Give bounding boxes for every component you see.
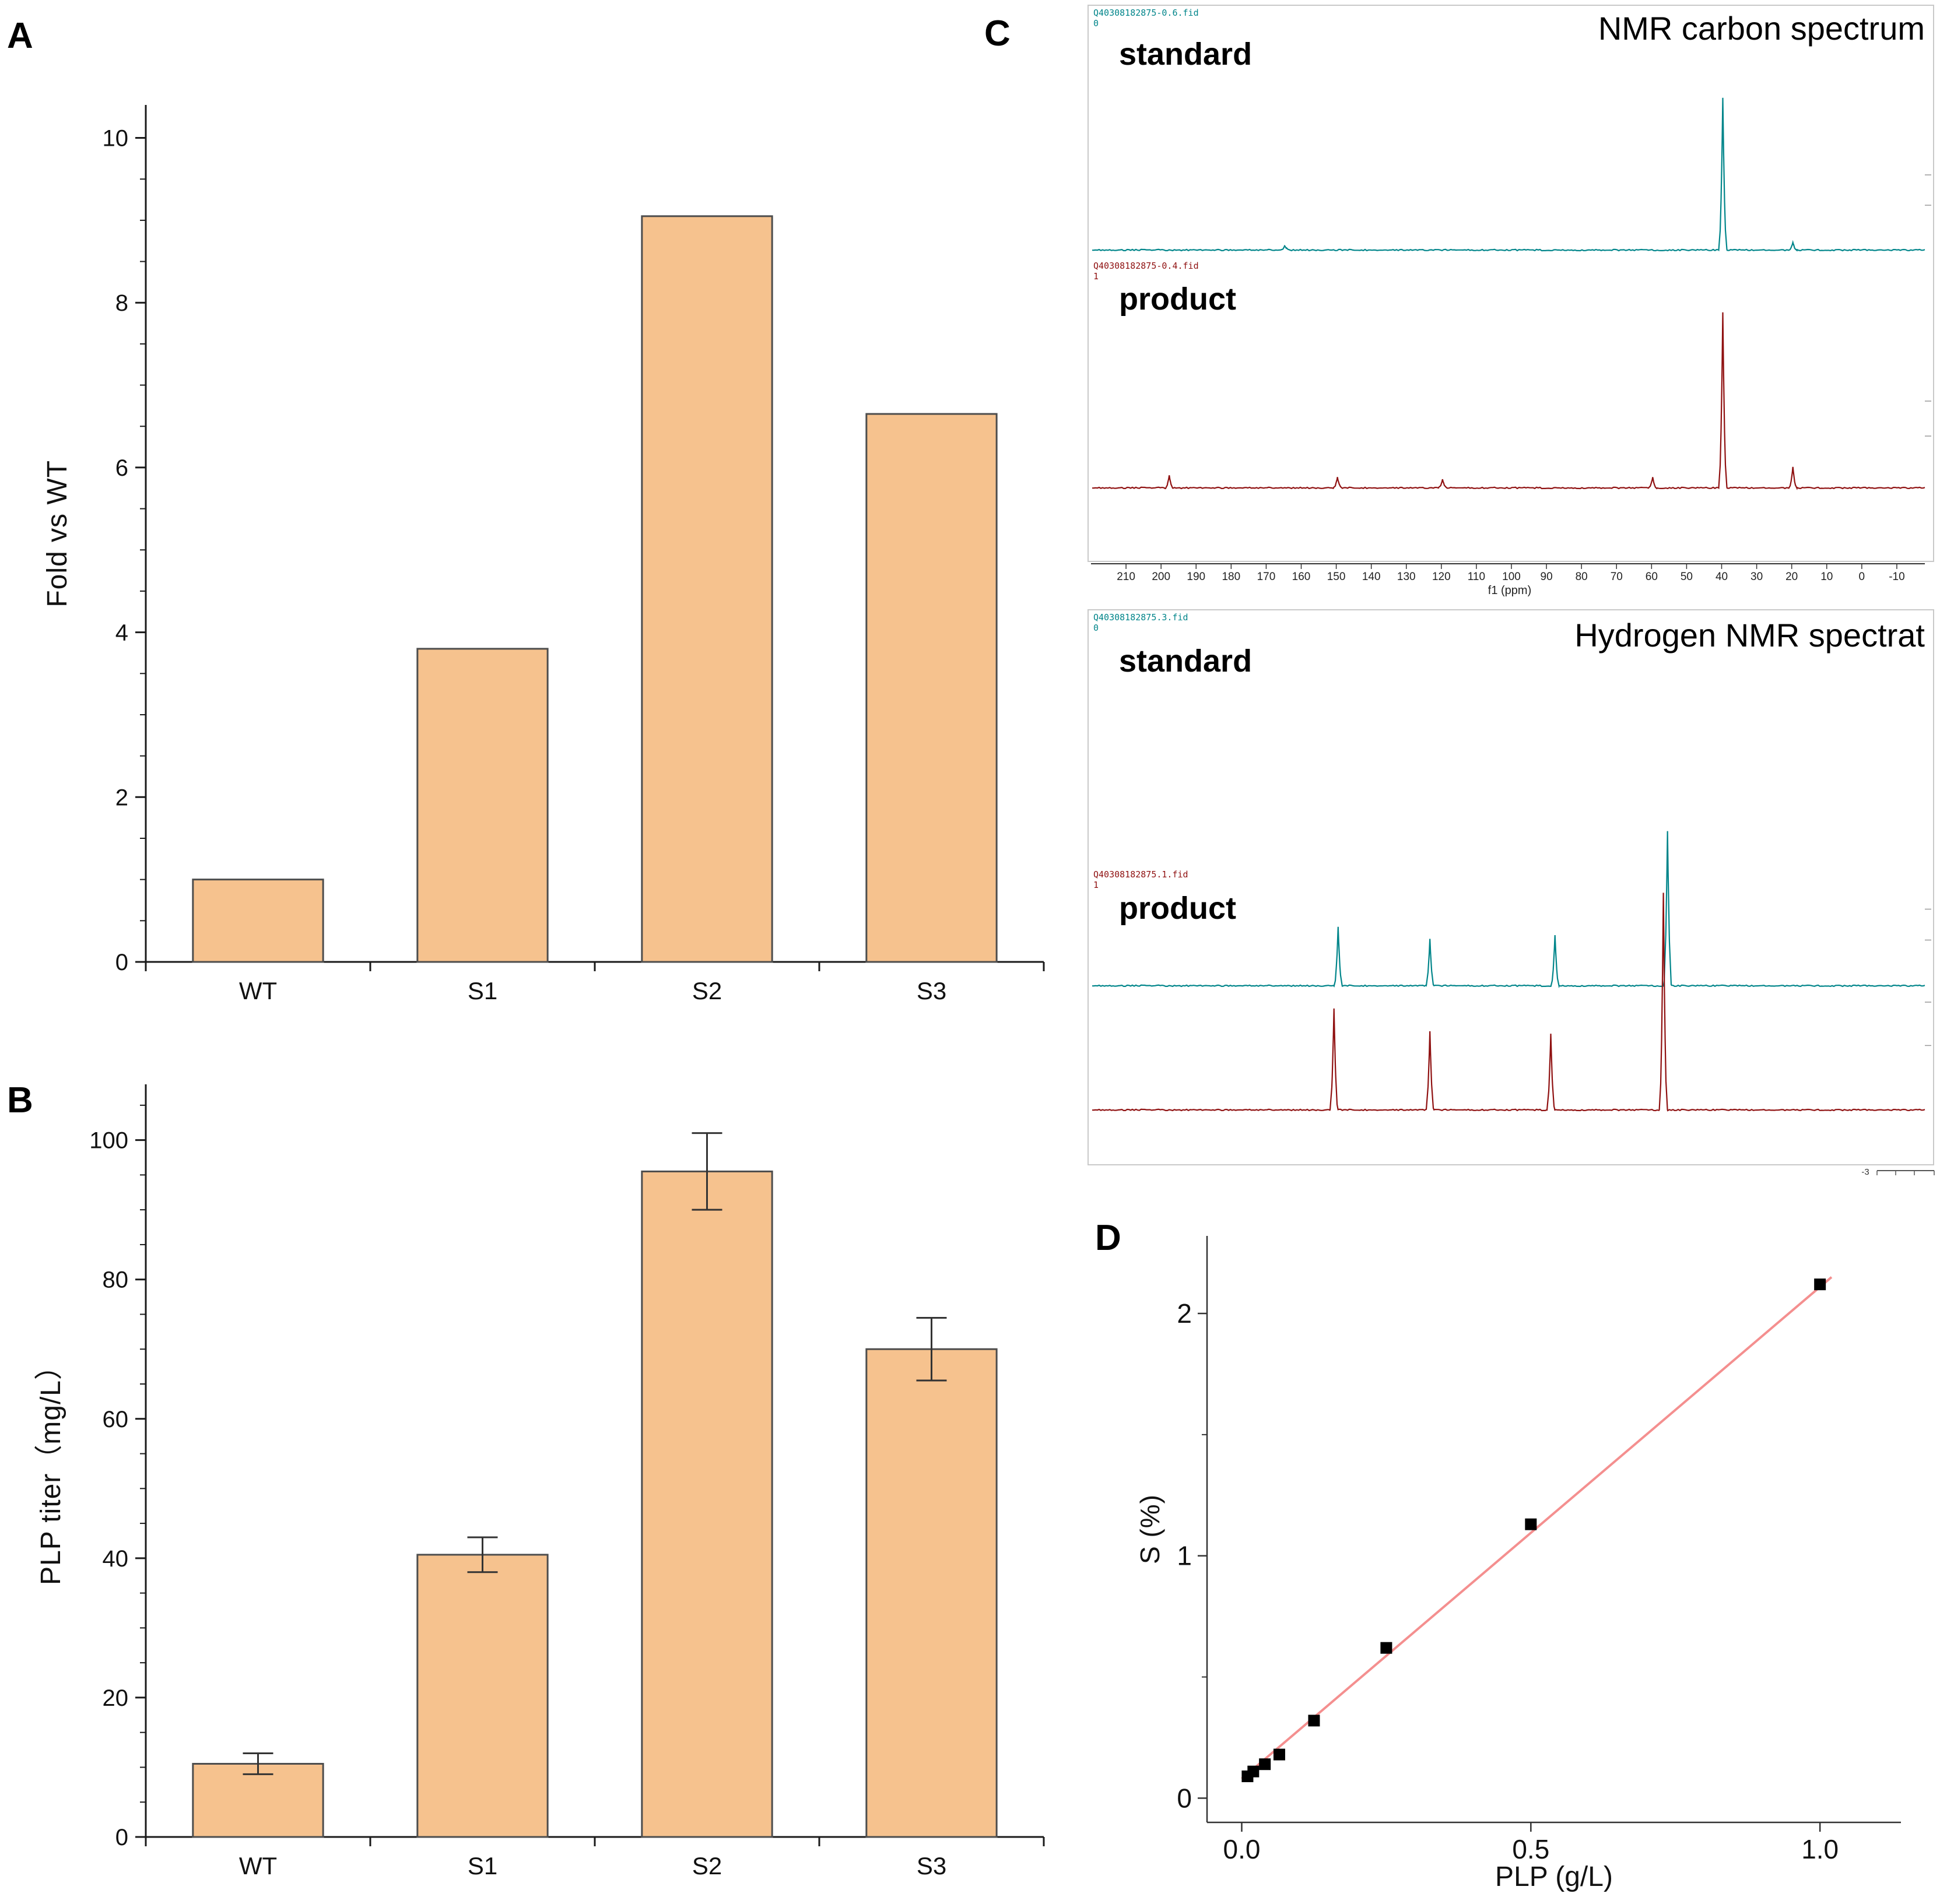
svg-text:S3: S3 — [917, 977, 946, 1004]
svg-text:WT: WT — [239, 977, 277, 1004]
panel-a-letter: A — [7, 16, 33, 56]
svg-text:60: 60 — [1646, 571, 1658, 583]
nmr-carbon-panel: NMR carbon spectrum Q40308182875-0.6.fid… — [1087, 5, 1934, 562]
svg-text:6: 6 — [115, 455, 128, 481]
svg-text:100: 100 — [1502, 571, 1521, 583]
panel-d-letter: D — [1095, 1218, 1121, 1258]
svg-text:S1: S1 — [468, 1852, 497, 1880]
nmr-carbon-axis-label: f1 (ppm) — [1488, 584, 1532, 597]
nmr-scale-ruler: -3 — [1861, 1167, 1935, 1177]
svg-text:120: 120 — [1432, 571, 1451, 583]
svg-text:60: 60 — [103, 1407, 129, 1432]
nmr-hydrogen-panel: Hydrogen NMR spectrat Q40308182875.3.fid… — [1087, 609, 1934, 1165]
svg-text:20: 20 — [103, 1685, 129, 1711]
svg-text:90: 90 — [1541, 571, 1553, 583]
svg-text:1: 1 — [1177, 1541, 1192, 1571]
scatter-plot-plp-standard-curve: 0.0 0.5 1.0 0 1 2 — [1177, 1236, 1901, 1864]
svg-text:40: 40 — [1716, 571, 1728, 583]
nmr-carbon-product-label: product — [1119, 282, 1236, 317]
svg-text:70: 70 — [1611, 571, 1623, 583]
nmr-hydrogen-standard-fid: Q40308182875.3.fid — [1093, 612, 1188, 623]
svg-text:170: 170 — [1257, 571, 1276, 583]
svg-text:S2: S2 — [692, 977, 722, 1004]
svg-text:140: 140 — [1362, 571, 1381, 583]
svg-text:8: 8 — [115, 290, 128, 316]
svg-text:150: 150 — [1327, 571, 1346, 583]
svg-text:S1: S1 — [468, 977, 497, 1004]
svg-text:10: 10 — [1820, 571, 1833, 583]
svg-text:180: 180 — [1222, 571, 1240, 583]
svg-text:130: 130 — [1397, 571, 1416, 583]
nmr-carbon-product-fid: Q40308182875-0.4.fid — [1093, 261, 1199, 271]
nmr-hydrogen-title: Hydrogen NMR spectrat — [1574, 617, 1925, 654]
nmr-carbon-standard-fid-index: 0 — [1093, 18, 1099, 29]
svg-text:30: 30 — [1750, 571, 1763, 583]
nmr-carbon-traces — [1092, 97, 1931, 490]
svg-text:50: 50 — [1681, 571, 1693, 583]
svg-text:1.0: 1.0 — [1801, 1834, 1839, 1864]
svg-text:0: 0 — [115, 950, 128, 975]
svg-text:210: 210 — [1117, 571, 1135, 583]
svg-text:160: 160 — [1292, 571, 1311, 583]
nmr-carbon-standard-label: standard — [1119, 37, 1253, 72]
bar-chart-fold-vs-wt: 0 2 4 6 8 10 WT S1 S2 S3 — [103, 105, 1045, 1004]
svg-text:10: 10 — [103, 126, 129, 152]
svg-text:-10: -10 — [1889, 571, 1904, 583]
nmr-carbon-product-fid-index: 1 — [1093, 271, 1099, 282]
nmr-carbon-ppm-axis: 210 200 190 180 170 160 150 140 130 120 110 100 90 80… — [1091, 563, 1925, 583]
svg-text:0: 0 — [115, 1825, 128, 1850]
nmr-hydrogen-traces — [1092, 831, 1931, 1112]
nmr-hydrogen-standard-label: standard — [1119, 644, 1253, 679]
svg-text:-3: -3 — [1861, 1167, 1869, 1177]
nmr-hydrogen-product-fid-index: 1 — [1093, 880, 1099, 890]
bar-chart-plp-titer: 0 20 40 60 80 100 WT S1 S2 S3 — [89, 1084, 1045, 1880]
svg-text:190: 190 — [1187, 571, 1205, 583]
svg-text:2: 2 — [115, 785, 128, 810]
svg-text:80: 80 — [1576, 571, 1588, 583]
svg-text:S3: S3 — [917, 1852, 946, 1880]
svg-text:100: 100 — [89, 1128, 128, 1154]
svg-text:20: 20 — [1785, 571, 1798, 583]
svg-text:80: 80 — [103, 1267, 129, 1293]
svg-text:110: 110 — [1468, 571, 1485, 583]
svg-text:2: 2 — [1177, 1298, 1192, 1329]
svg-text:0.5: 0.5 — [1512, 1834, 1549, 1864]
panel-d-x-axis-label: PLP (g/L) — [1495, 1861, 1613, 1892]
svg-text:S2: S2 — [692, 1852, 722, 1880]
svg-text:4: 4 — [115, 620, 128, 646]
svg-text:200: 200 — [1152, 571, 1170, 583]
nmr-hydrogen-product-fid: Q40308182875.1.fid — [1093, 869, 1188, 880]
svg-text:0: 0 — [1177, 1783, 1192, 1813]
panel-b-letter: B — [7, 1080, 33, 1120]
svg-text:40: 40 — [103, 1546, 129, 1572]
nmr-hydrogen-product-label: product — [1119, 891, 1236, 926]
svg-text:0.0: 0.0 — [1223, 1834, 1261, 1864]
panel-c-letter: C — [984, 13, 1011, 54]
svg-text:WT: WT — [239, 1852, 277, 1880]
nmr-carbon-standard-fid: Q40308182875-0.6.fid — [1093, 8, 1199, 18]
nmr-carbon-title: NMR carbon spectrum — [1598, 10, 1925, 47]
nmr-hydrogen-standard-fid-index: 0 — [1093, 623, 1099, 633]
svg-text:0: 0 — [1859, 571, 1865, 583]
